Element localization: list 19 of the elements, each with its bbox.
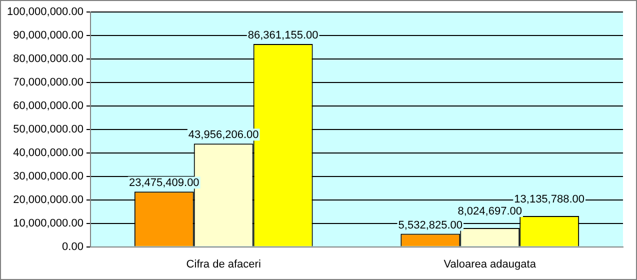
y-tick-label: 30,000,000.00	[13, 170, 84, 182]
data-label: 43,956,206.00	[188, 129, 259, 142]
y-tick-label: 50,000,000.00	[13, 123, 84, 136]
data-label: 13,135,788.00	[514, 193, 585, 206]
y-tick-label: 70,000,000.00	[13, 76, 84, 88]
x-tick-label: Cifra de afaceri	[186, 258, 261, 270]
data-label: 8,024,697.00	[458, 205, 522, 218]
y-tick-label: 10,000,000.00	[13, 217, 84, 230]
x-tick-label: Valoarea adaugata	[444, 258, 537, 270]
data-label: 86,361,155.00	[248, 30, 318, 42]
y-tick-label: 0.00	[62, 240, 84, 253]
y-tick-label: 20,000,000.00	[13, 194, 84, 206]
data-label: 23,475,409.00	[128, 177, 200, 190]
y-tick-label: 80,000,000.00	[13, 52, 84, 65]
y-tick-label: 100,000,000.00	[6, 6, 84, 18]
y-tick-label: 40,000,000.00	[13, 146, 84, 159]
y-tick-label: 90,000,000.00	[13, 30, 84, 42]
data-label: 5,532,825.00	[398, 219, 463, 232]
y-tick-label: 60,000,000.00	[13, 100, 84, 112]
